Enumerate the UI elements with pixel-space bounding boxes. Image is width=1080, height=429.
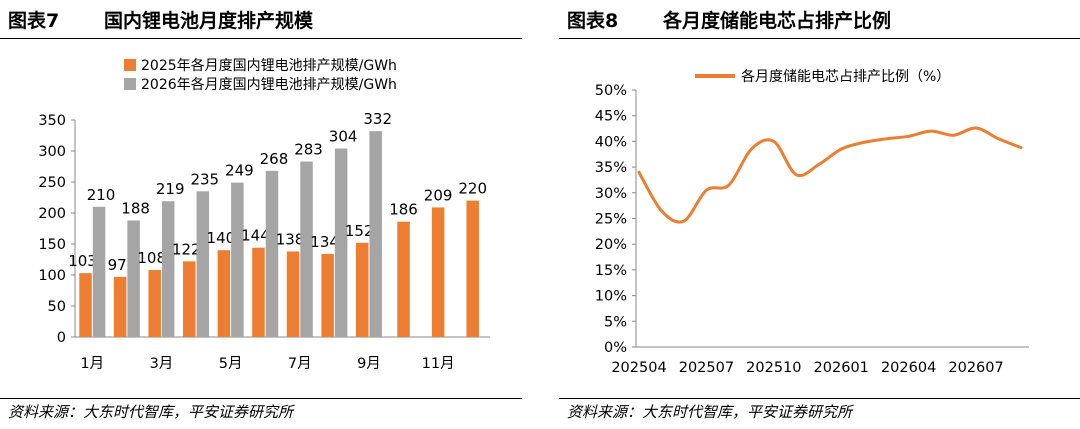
figure-8-title-bar: 图表8 各月度储能电芯占排产比例 — [567, 4, 1080, 34]
bar-2026-8月 — [334, 148, 348, 337]
bar-chart: 2025年各月度国内锂电池排产规模/GWh 2026年各月度国内锂电池排产规模/G… — [38, 58, 490, 372]
x-tick-label: 9月 — [357, 356, 381, 372]
data-label-2026-1月: 210 — [87, 186, 116, 204]
bar-2025-7月 — [286, 251, 300, 337]
x-tick-label: 202507 — [679, 360, 734, 376]
data-label-2026-5月: 249 — [225, 162, 254, 180]
y-tick-label: 25% — [595, 212, 627, 228]
x-tick-label: 202504 — [611, 360, 666, 376]
bar-2025-9月 — [355, 242, 369, 337]
line-chart: 各月度储能电芯占排产比例（%） 0% 5% 10% 15% 20% 25% 30% 35% 40%… — [595, 69, 1029, 376]
data-label-2025-10月: 186 — [389, 201, 418, 219]
series-line-storage-ratio — [637, 126, 1023, 224]
y-tick-label: 100 — [38, 268, 66, 284]
y-tick-label: 150 — [38, 237, 66, 253]
x-tick-label: 11月 — [422, 356, 455, 372]
figure-8-title: 各月度储能电芯占排产比例 — [663, 9, 892, 32]
bar-2026-9月 — [369, 131, 382, 337]
x-tick-label: 1月 — [80, 356, 104, 372]
figure-8-panel: 图表8 各月度储能电芯占排产比例 各月度储能电芯占排产比例（%） 0% 5% 10% 1… — [559, 0, 1080, 429]
bar-2026-5月 — [231, 182, 244, 337]
bar-2025-5月 — [217, 250, 231, 337]
x-tick-label: 202601 — [814, 360, 869, 376]
bar-2026-1月 — [92, 206, 106, 337]
data-label-2026-4月: 235 — [190, 170, 219, 188]
x-tick-label: 5月 — [219, 356, 243, 372]
figure-8-bottom-rule — [559, 398, 1080, 399]
data-label-2025-6月: 144 — [241, 227, 270, 245]
figure-8-top-rule — [559, 38, 1080, 39]
figure-7-title-bar: 图表7 国内锂电池月度排产规模 — [8, 4, 522, 34]
data-label-2026-2月: 188 — [121, 199, 150, 217]
x-tick-label: 3月 — [150, 356, 174, 372]
legend-label-1: 2025年各月度国内锂电池排产规模/GWh — [141, 58, 397, 74]
data-label-2026-6月: 268 — [260, 150, 289, 168]
bar-2025-10月 — [397, 221, 410, 337]
data-label-2025-4月: 122 — [172, 240, 201, 258]
bar-2026-6月 — [265, 170, 279, 337]
bar-2025-11月 — [431, 207, 445, 337]
data-label-2025-5月: 140 — [207, 229, 236, 247]
figure-7-title: 国内锂电池月度排产规模 — [104, 9, 314, 32]
x-tick-label: 7月 — [288, 356, 312, 372]
x-tick-label: 202604 — [881, 360, 936, 376]
y-tick-label: 10% — [595, 289, 627, 305]
data-label-2025-8月: 134 — [310, 233, 339, 251]
figure-8-number: 图表8 — [567, 9, 619, 32]
bar-2025-6月 — [252, 247, 265, 337]
bar-2025-4月 — [183, 261, 196, 337]
bar-2026-2月 — [127, 220, 140, 337]
legend-label: 各月度储能电芯占排产比例（%） — [741, 69, 950, 85]
y-tick-label: 50% — [595, 83, 627, 99]
y-tick-label: 200 — [38, 206, 66, 222]
bar-2026-7月 — [300, 161, 313, 337]
y-tick-label: 0% — [604, 340, 627, 356]
y-tick-label: 0 — [57, 330, 66, 346]
data-label-2025-7月: 138 — [276, 230, 305, 248]
x-tick-label: 202510 — [746, 360, 801, 376]
figure-7-number: 图表7 — [8, 9, 60, 32]
data-label-2026-3月: 219 — [156, 180, 185, 198]
data-label-2025-11月: 209 — [424, 186, 453, 204]
bar-2026-3月 — [161, 201, 175, 337]
bar-2025-12月 — [466, 200, 479, 337]
figure-7-source: 资料来源：大东时代智库，平安证券研究所 — [8, 403, 294, 421]
data-label-2026-9月: 332 — [363, 110, 392, 128]
legend-label-2: 2026年各月度国内锂电池排产规模/GWh — [141, 77, 397, 93]
y-tick-label: 5% — [604, 314, 627, 330]
legend-swatch-1 — [124, 59, 136, 71]
y-tick-label: 20% — [595, 237, 627, 253]
y-tick-label: 350 — [38, 113, 66, 129]
bar-2025-2月 — [113, 276, 127, 337]
data-label-2026-7月: 283 — [294, 141, 323, 159]
bar-2025-8月 — [321, 253, 334, 337]
figure-7-panel: 图表7 国内锂电池月度排产规模 2025年各月度国内锂电池排产规模/GWh 202… — [0, 0, 522, 429]
y-tick-label: 15% — [595, 263, 627, 279]
bar-2026-4月 — [196, 191, 210, 337]
y-tick-label: 35% — [595, 160, 627, 176]
data-label-2025-9月: 152 — [345, 222, 374, 240]
figure-7-top-rule — [0, 38, 522, 39]
y-tick-label: 30% — [595, 186, 627, 202]
y-tick-label: 50 — [48, 299, 66, 315]
y-tick-label: 300 — [38, 144, 66, 160]
bar-2025-1月 — [79, 273, 92, 337]
data-label-2026-8月: 304 — [329, 128, 358, 146]
data-label-2025-2月: 97 — [108, 256, 127, 274]
figure-8-source: 资料来源：大东时代智库，平安证券研究所 — [567, 403, 853, 421]
x-tick-label: 202607 — [948, 360, 1003, 376]
legend-swatch-2 — [124, 78, 136, 90]
data-label-2025-3月: 108 — [137, 249, 166, 267]
bar-2025-3月 — [148, 270, 161, 337]
y-tick-label: 40% — [595, 134, 627, 150]
data-label-2025-12月: 220 — [458, 180, 487, 198]
y-tick-label: 45% — [595, 109, 627, 125]
figure-7-bottom-rule — [0, 398, 522, 399]
data-label-2025-1月: 103 — [68, 252, 97, 270]
y-tick-label: 250 — [38, 175, 66, 191]
